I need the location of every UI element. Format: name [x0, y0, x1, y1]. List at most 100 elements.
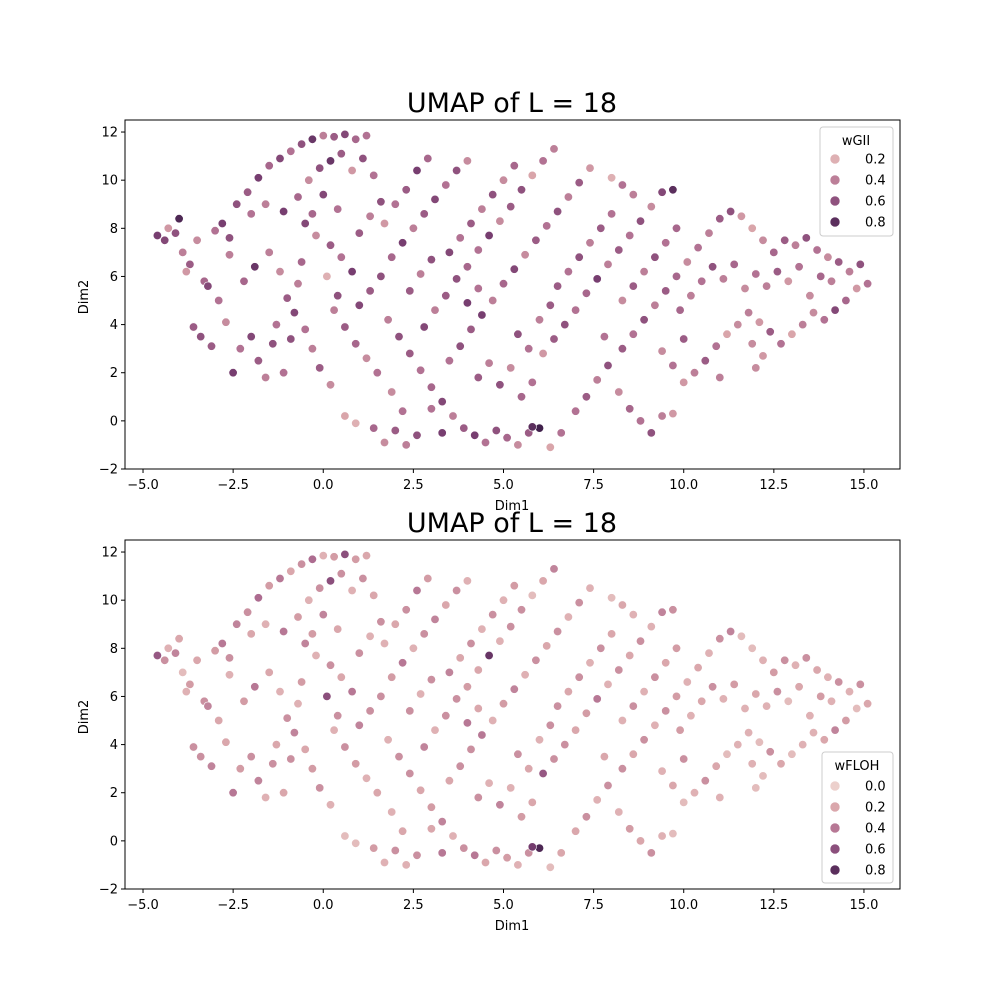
- scatter-point: [765, 327, 775, 337]
- scatter-point: [495, 636, 505, 646]
- scatter-point: [668, 829, 678, 839]
- scatter-point: [553, 626, 563, 636]
- scatter-point: [617, 764, 627, 774]
- scatter-point: [279, 207, 289, 217]
- x-tick-label: 15.0: [849, 478, 878, 493]
- scatter-point: [261, 619, 271, 629]
- y-tick-label: 4: [110, 318, 118, 333]
- scatter-point: [495, 380, 505, 390]
- scatter-point: [232, 199, 242, 209]
- scatter-point: [423, 573, 433, 583]
- x-tick-label: 10.0: [669, 478, 698, 493]
- scatter-point: [405, 286, 415, 296]
- scatter-point: [826, 696, 836, 706]
- scatter-point: [365, 706, 375, 716]
- scatter-point: [563, 267, 573, 277]
- scatter-point: [571, 305, 581, 315]
- x-tick-label: −5.0: [127, 478, 159, 493]
- scatter-point: [261, 372, 271, 382]
- scatter-point: [635, 416, 645, 426]
- scatter-point: [527, 377, 537, 387]
- scatter-point: [325, 156, 335, 166]
- scatter-point: [639, 735, 649, 745]
- scatter-point: [625, 231, 635, 241]
- scatter-point: [657, 766, 667, 776]
- scatter-point: [340, 831, 350, 841]
- scatter-point: [754, 317, 764, 327]
- scatter-point: [628, 610, 638, 620]
- scatter-point: [571, 406, 581, 416]
- scatter-point: [243, 187, 253, 197]
- scatter-point: [351, 759, 361, 769]
- scatter-point: [783, 696, 793, 706]
- legend-label: 0.4: [865, 174, 886, 189]
- scatter-point: [250, 682, 260, 692]
- scatter-point: [275, 267, 285, 277]
- scatter-point: [726, 207, 736, 217]
- scatter-point: [333, 624, 343, 634]
- scatter-point: [715, 792, 725, 802]
- scatter-point: [325, 576, 335, 586]
- scatter-point: [599, 332, 609, 342]
- x-tick-label: 0.0: [313, 478, 334, 493]
- legend-title: wFLOH: [835, 759, 880, 774]
- scatter-point: [448, 831, 458, 841]
- y-tick-label: 6: [110, 690, 118, 705]
- scatter-point: [426, 255, 436, 265]
- scatter-point: [430, 305, 440, 315]
- scatter-point: [286, 566, 296, 576]
- scatter-point: [506, 202, 516, 212]
- scatter-point: [379, 219, 389, 229]
- scatter-point: [351, 339, 361, 349]
- scatter-point: [163, 223, 173, 233]
- scatter-point: [297, 139, 307, 149]
- legend: wFLOH 0.0 0.2 0.4 0.6 0.8: [821, 751, 894, 884]
- scatter-point: [477, 730, 487, 740]
- scatter-point: [315, 583, 325, 593]
- scatter-point: [509, 264, 519, 274]
- scatter-point: [444, 776, 454, 786]
- scatter-point: [509, 684, 519, 694]
- scatter-point: [787, 749, 797, 759]
- scatter-point: [614, 387, 624, 397]
- scatter-point: [516, 812, 526, 822]
- scatter-point: [516, 605, 526, 615]
- scatter-point: [527, 170, 537, 180]
- scatter-point: [462, 682, 472, 692]
- legend-entries: 0.0 0.2 0.4 0.6 0.8: [829, 780, 886, 879]
- scatter-point: [387, 252, 397, 262]
- scatter-point: [844, 687, 854, 697]
- scatter-point: [513, 860, 523, 870]
- scatter-point: [279, 368, 289, 378]
- scatter-point: [527, 842, 537, 852]
- scatter-point: [668, 185, 678, 195]
- scatter-point: [617, 344, 627, 354]
- scatter-point: [488, 190, 498, 200]
- scatter-point: [744, 308, 754, 318]
- x-tick-label: 5.0: [493, 478, 514, 493]
- x-tick-label: 5.0: [493, 898, 514, 913]
- scatter-point: [715, 634, 725, 644]
- scatter-point: [416, 269, 426, 279]
- scatter-point: [329, 305, 339, 315]
- scatter-point: [484, 778, 494, 788]
- scatter-point: [733, 320, 743, 330]
- scatter-point: [372, 368, 382, 378]
- scatter-point: [473, 283, 483, 293]
- scatter-point: [275, 573, 285, 583]
- scatter-point: [279, 788, 289, 798]
- scatter-point: [318, 551, 328, 561]
- scatter-point: [808, 728, 818, 738]
- scatter-point: [275, 154, 285, 164]
- scatter-point: [834, 257, 844, 267]
- scatter-point: [171, 648, 181, 658]
- scatter-point: [527, 590, 537, 600]
- scatter-point: [217, 219, 227, 229]
- scatter-point: [574, 598, 584, 608]
- scatter-point: [581, 812, 591, 822]
- scatter-point: [826, 276, 836, 286]
- scatter-point: [790, 240, 800, 250]
- scatter-point: [225, 250, 235, 260]
- legend-marker: [829, 843, 841, 855]
